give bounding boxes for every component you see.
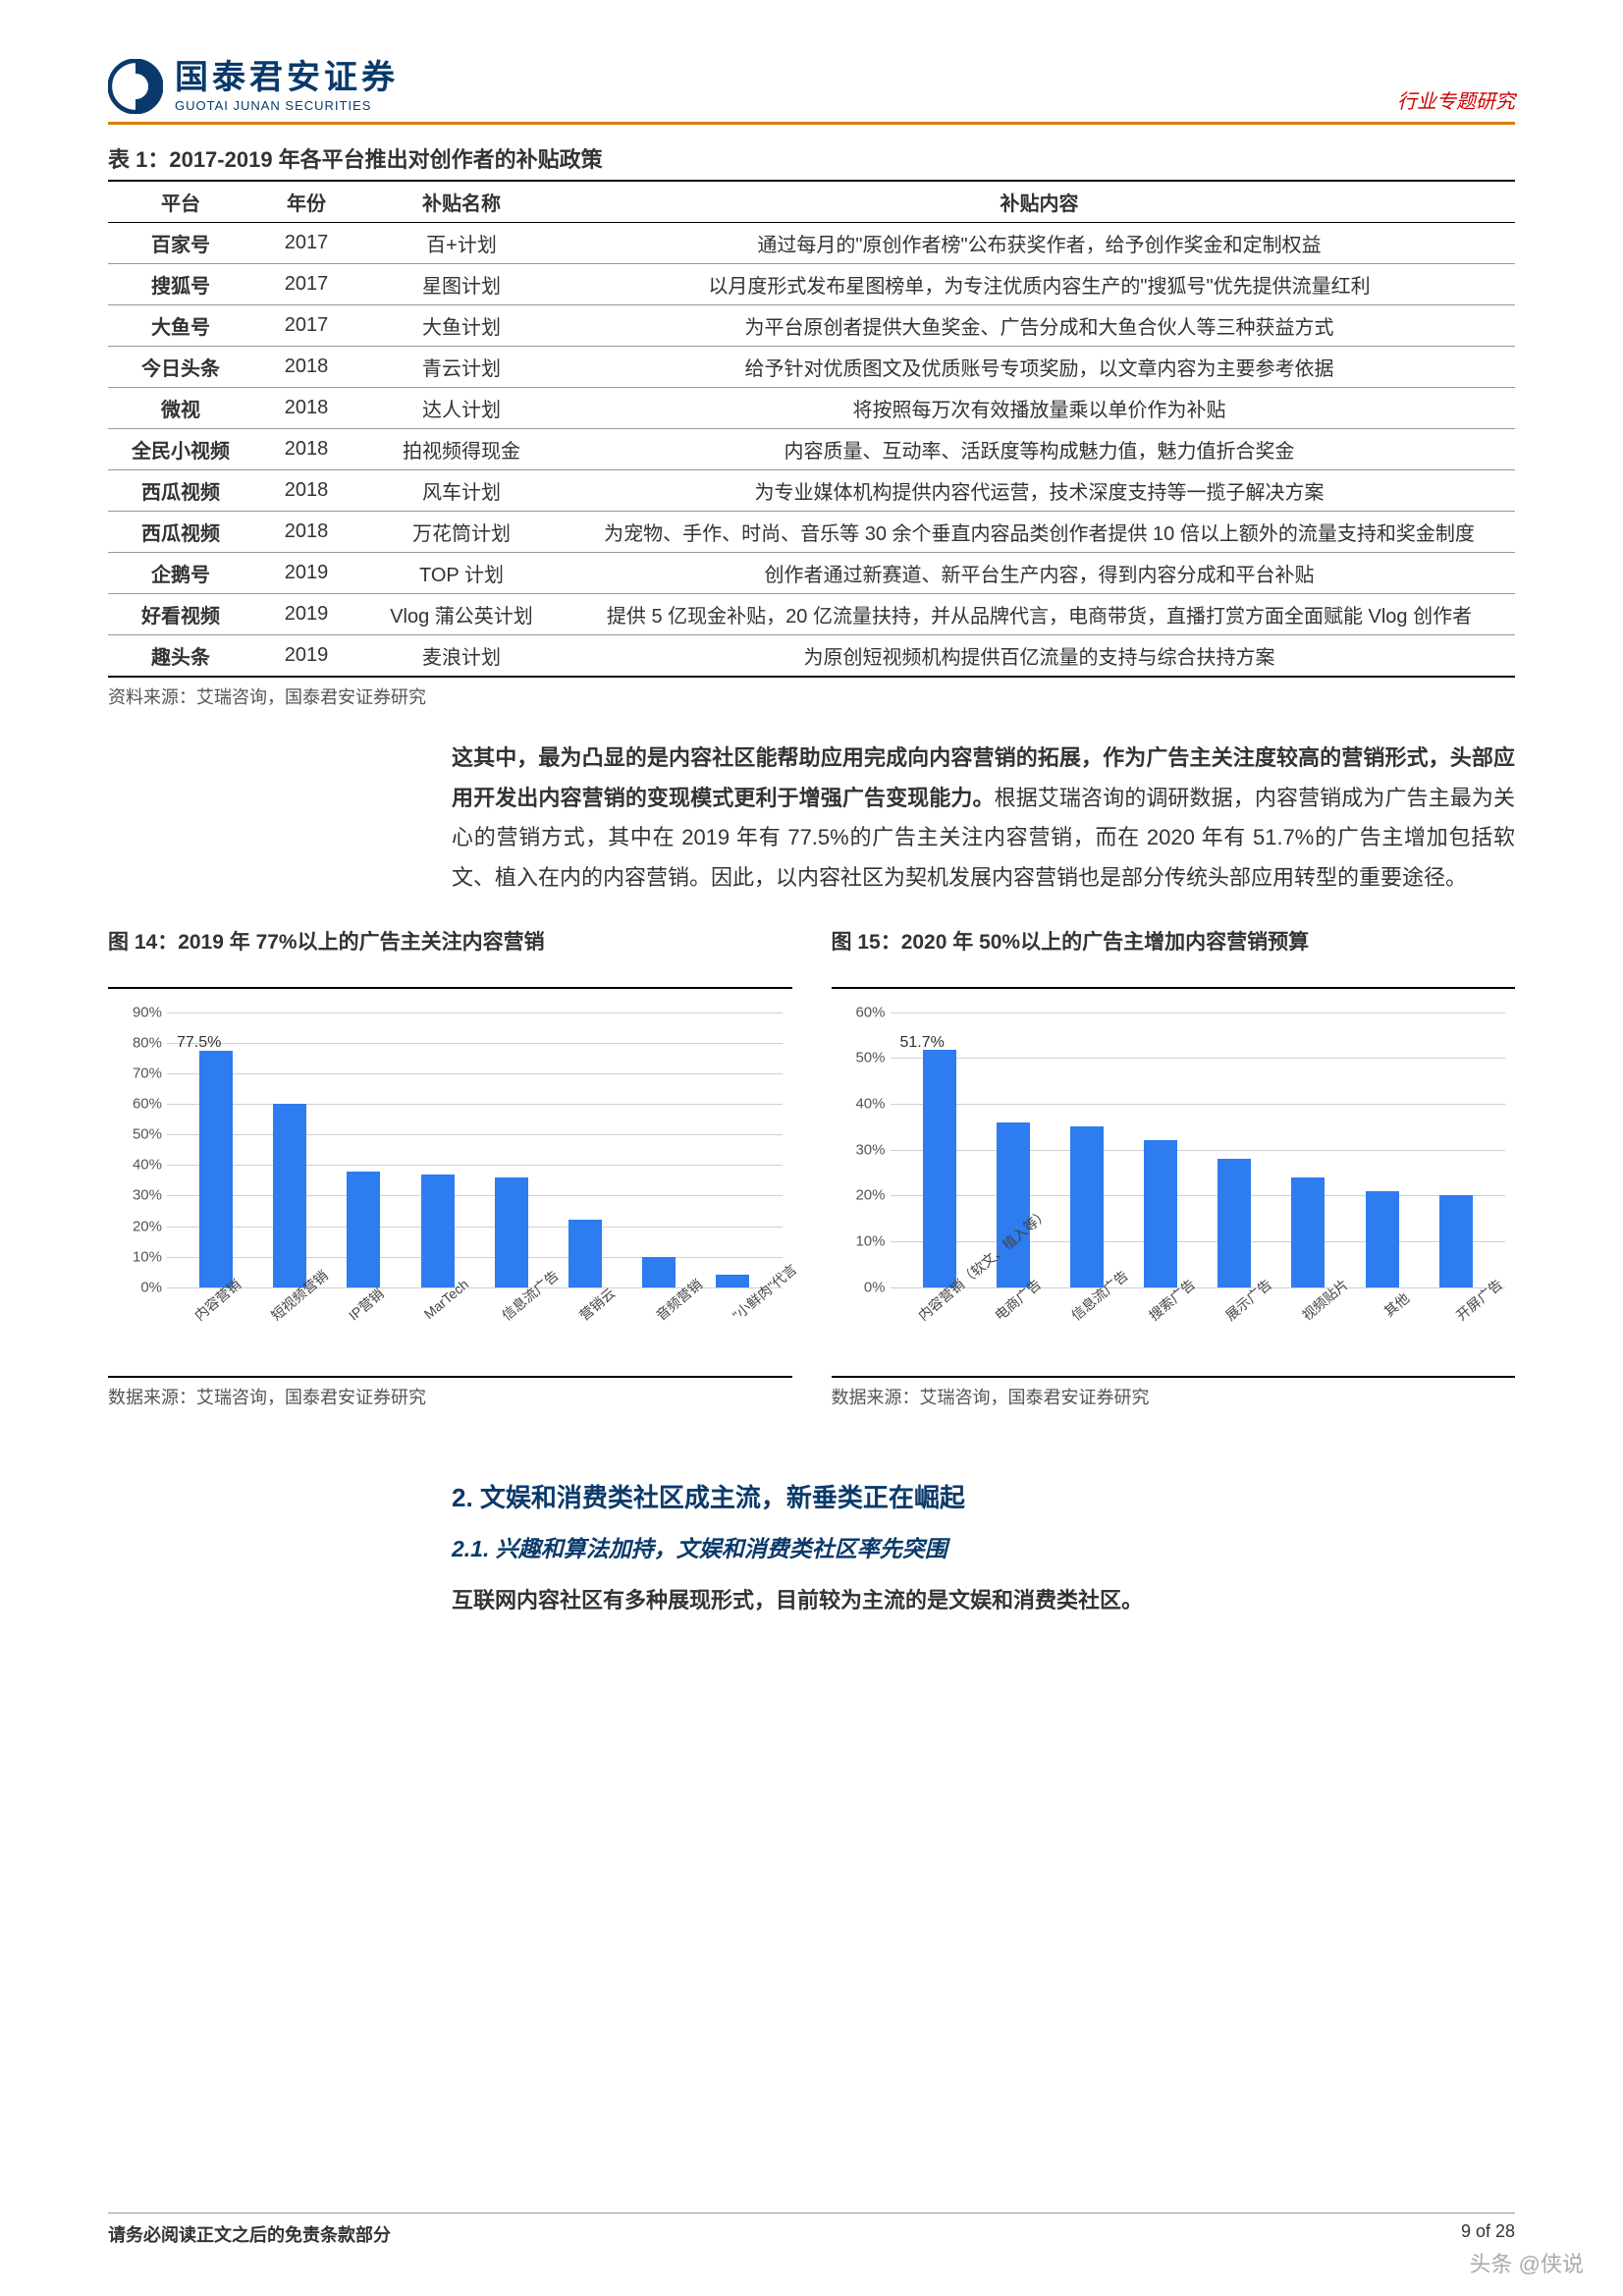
chart-bar: [1366, 1191, 1399, 1287]
header-topic: 行业专题研究: [1397, 85, 1515, 114]
chart-xlabel: 搜索广告: [1144, 1285, 1224, 1370]
heading-2: 2. 文娱和消费类社区成主流，新垂类正在崛起: [452, 1478, 1515, 1514]
chart-bar: [1217, 1159, 1251, 1287]
chart-xlabel: 开屏广告: [1452, 1285, 1533, 1370]
subsidy-table: 平台年份补贴名称补贴内容百家号2017百+计划通过每月的"原创作者榜"公布获奖作…: [108, 180, 1515, 678]
table-row: 企鹅号2019TOP 计划创作者通过新赛道、新平台生产内容，得到内容分成和平台补…: [108, 553, 1515, 594]
chart-bar: [347, 1172, 380, 1287]
chart-xlabel: 内容营销: [190, 1285, 271, 1370]
table-row: 西瓜视频2018风车计划为专业媒体机构提供内容代运营，技术深度支持等一揽子解决方…: [108, 470, 1515, 512]
table-row: 微视2018达人计划将按照每万次有效播放量乘以单价作为补贴: [108, 388, 1515, 429]
table-row: 今日头条2018青云计划给予针对优质图文及优质账号专项奖励，以文章内容为主要参考…: [108, 347, 1515, 388]
chart-bar: [1291, 1177, 1325, 1287]
table-row: 趣头条2019麦浪计划为原创短视频机构提供百亿流量的支持与综合扶持方案: [108, 635, 1515, 678]
body-bold: 互联网内容社区有多种展现形式，目前较为主流的是文娱和消费类社区。: [452, 1583, 1515, 1614]
table-row: 好看视频2019Vlog 蒲公英计划提供 5 亿现金补贴，20 亿流量扶持，并从…: [108, 594, 1515, 635]
page-footer: 请务必阅读正文之后的免责条款部分 9 of 28: [108, 2213, 1515, 2247]
table-header: 补贴内容: [564, 181, 1515, 223]
chart-15: 图 15：2020 年 50%以上的广告主增加内容营销预算 0%10%20%30…: [832, 926, 1516, 1439]
chart-bar: [1070, 1126, 1104, 1286]
table-row: 全民小视频2018拍视频得现金内容质量、互动率、活跃度等构成魅力值，魅力值折合奖…: [108, 429, 1515, 470]
table-title: 表 1：2017-2019 年各平台推出对创作者的补贴政策: [108, 142, 1515, 174]
chart-bar: [421, 1175, 455, 1287]
table-row: 西瓜视频2018万花筒计划为宠物、手作、时尚、音乐等 30 余个垂直内容品类创作…: [108, 512, 1515, 553]
logo-icon: [108, 59, 163, 114]
logo-cn: 国泰君安证券: [175, 61, 399, 94]
watermark: 头条 @侠说: [1470, 2247, 1584, 2278]
table-source: 资料来源：艾瑞咨询，国泰君安证券研究: [108, 683, 1515, 709]
page-header: 国泰君安证券 GUOTAI JUNAN SECURITIES 行业专题研究: [108, 59, 1515, 125]
chart-xlabel: 其他: [1375, 1285, 1455, 1370]
chart-xlabel: 音频营销: [652, 1285, 732, 1370]
chart-bar: [923, 1050, 956, 1286]
chart-value-label: 77.5%: [177, 1034, 221, 1052]
chart-bar: [568, 1220, 602, 1286]
chart14-title: 图 14：2019 年 77%以上的广告主关注内容营销: [108, 926, 792, 989]
table-header: 补贴名称: [359, 181, 564, 223]
chart-bar: [199, 1051, 233, 1287]
table-row: 搜狐号2017星图计划以月度形式发布星图榜单，为专注优质内容生产的"搜狐号"优先…: [108, 264, 1515, 305]
table-row: 大鱼号2017大鱼计划为平台原创者提供大鱼奖金、广告分成和大鱼合伙人等三种获益方…: [108, 305, 1515, 347]
chart-xlabel: 信息流广告: [498, 1285, 578, 1370]
chart-xlabel: 信息流广告: [1067, 1285, 1148, 1370]
chart-bar: [642, 1257, 676, 1287]
chart-xlabel: 内容营销（软文、植入等）: [913, 1285, 994, 1370]
logo-en: GUOTAI JUNAN SECURITIES: [175, 98, 399, 113]
body-paragraph: 这其中，最为凸显的是内容社区能帮助应用完成向内容营销的拓展，作为广告主关注度较高…: [452, 738, 1515, 899]
chart-14: 图 14：2019 年 77%以上的广告主关注内容营销 0%10%20%30%4…: [108, 926, 792, 1439]
heading-2-1: 2.1. 兴趣和算法加持，文娱和消费类社区率先突围: [452, 1530, 1515, 1563]
footer-disclaimer: 请务必阅读正文之后的免责条款部分: [108, 2221, 391, 2247]
chart-bar: [1439, 1195, 1473, 1286]
chart-xlabel: 展示广告: [1221, 1285, 1302, 1370]
chart-xlabel: 电商广告: [991, 1285, 1071, 1370]
table-row: 百家号2017百+计划通过每月的"原创作者榜"公布获奖作者，给予创作奖金和定制权…: [108, 223, 1515, 264]
chart15-source: 数据来源：艾瑞咨询，国泰君安证券研究: [832, 1384, 1516, 1409]
chart-xlabel: MarTech: [421, 1285, 502, 1370]
chart-xlabel: IP营销: [344, 1285, 424, 1370]
chart-bar: [997, 1122, 1030, 1287]
chart-bar: [273, 1104, 306, 1287]
chart15-title: 图 15：2020 年 50%以上的广告主增加内容营销预算: [832, 926, 1516, 989]
page-number: 9 of 28: [1461, 2221, 1515, 2247]
table-header: 年份: [253, 181, 359, 223]
chart-xlabel: 视频贴片: [1298, 1285, 1379, 1370]
chart-bar: [1144, 1140, 1177, 1286]
chart-bar: [495, 1177, 528, 1287]
chart-xlabel: 短视频营销: [267, 1285, 348, 1370]
logo: 国泰君安证券 GUOTAI JUNAN SECURITIES: [108, 59, 399, 114]
chart-bar: [716, 1275, 749, 1286]
chart-value-label: 51.7%: [900, 1034, 945, 1052]
chart-xlabel: 营销云: [574, 1285, 655, 1370]
table-header: 平台: [108, 181, 253, 223]
chart14-source: 数据来源：艾瑞咨询，国泰君安证券研究: [108, 1384, 792, 1409]
chart-xlabel: "小鲜肉"代言: [729, 1285, 809, 1370]
